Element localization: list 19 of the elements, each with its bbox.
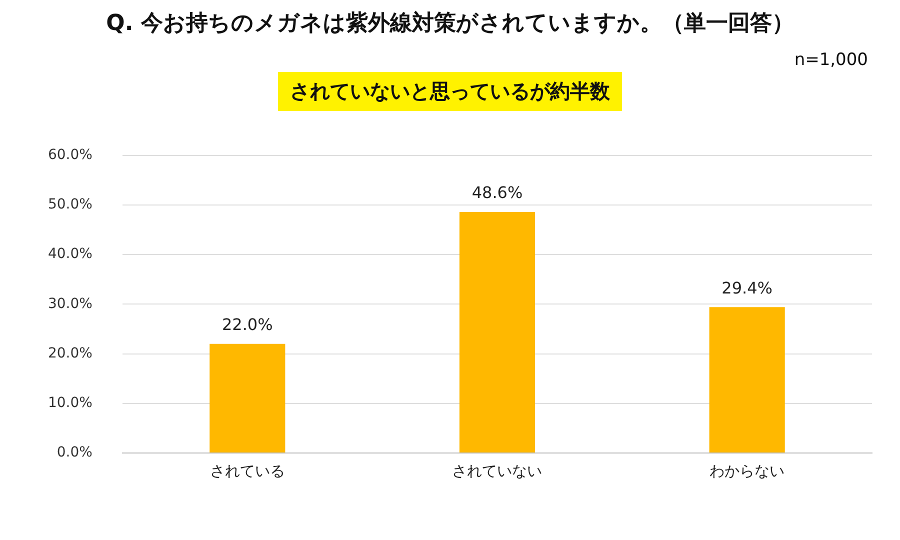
text: n=1,000 <box>793 50 868 70</box>
data-label: 29.4% <box>722 278 772 298</box>
y-tick-label: 10.0% <box>48 395 92 412</box>
y-tick-label: 0.0% <box>56 444 92 461</box>
y-tick-label: 60.0% <box>48 147 92 164</box>
y-tick-label: 50.0% <box>48 196 92 213</box>
y-tick-label: 20.0% <box>48 345 92 362</box>
chart-title: Q. 今お持ちのメガネは紫外線対策がされていますか。（単一回答） <box>105 10 795 38</box>
data-label: 22.0% <box>222 315 273 334</box>
y-tick-label: 40.0% <box>48 246 92 262</box>
x-tick-label: わからない <box>710 462 785 480</box>
bar <box>459 212 536 452</box>
x-tick-label: されていない <box>452 462 542 480</box>
x-tick-label: されている <box>210 462 285 480</box>
chart-subtitle: されていないと思っているが約半数 <box>278 72 622 111</box>
y-tick-label: 30.0% <box>48 296 92 312</box>
data-label: 48.6% <box>472 183 523 202</box>
bar <box>709 307 785 452</box>
bar <box>210 344 286 452</box>
